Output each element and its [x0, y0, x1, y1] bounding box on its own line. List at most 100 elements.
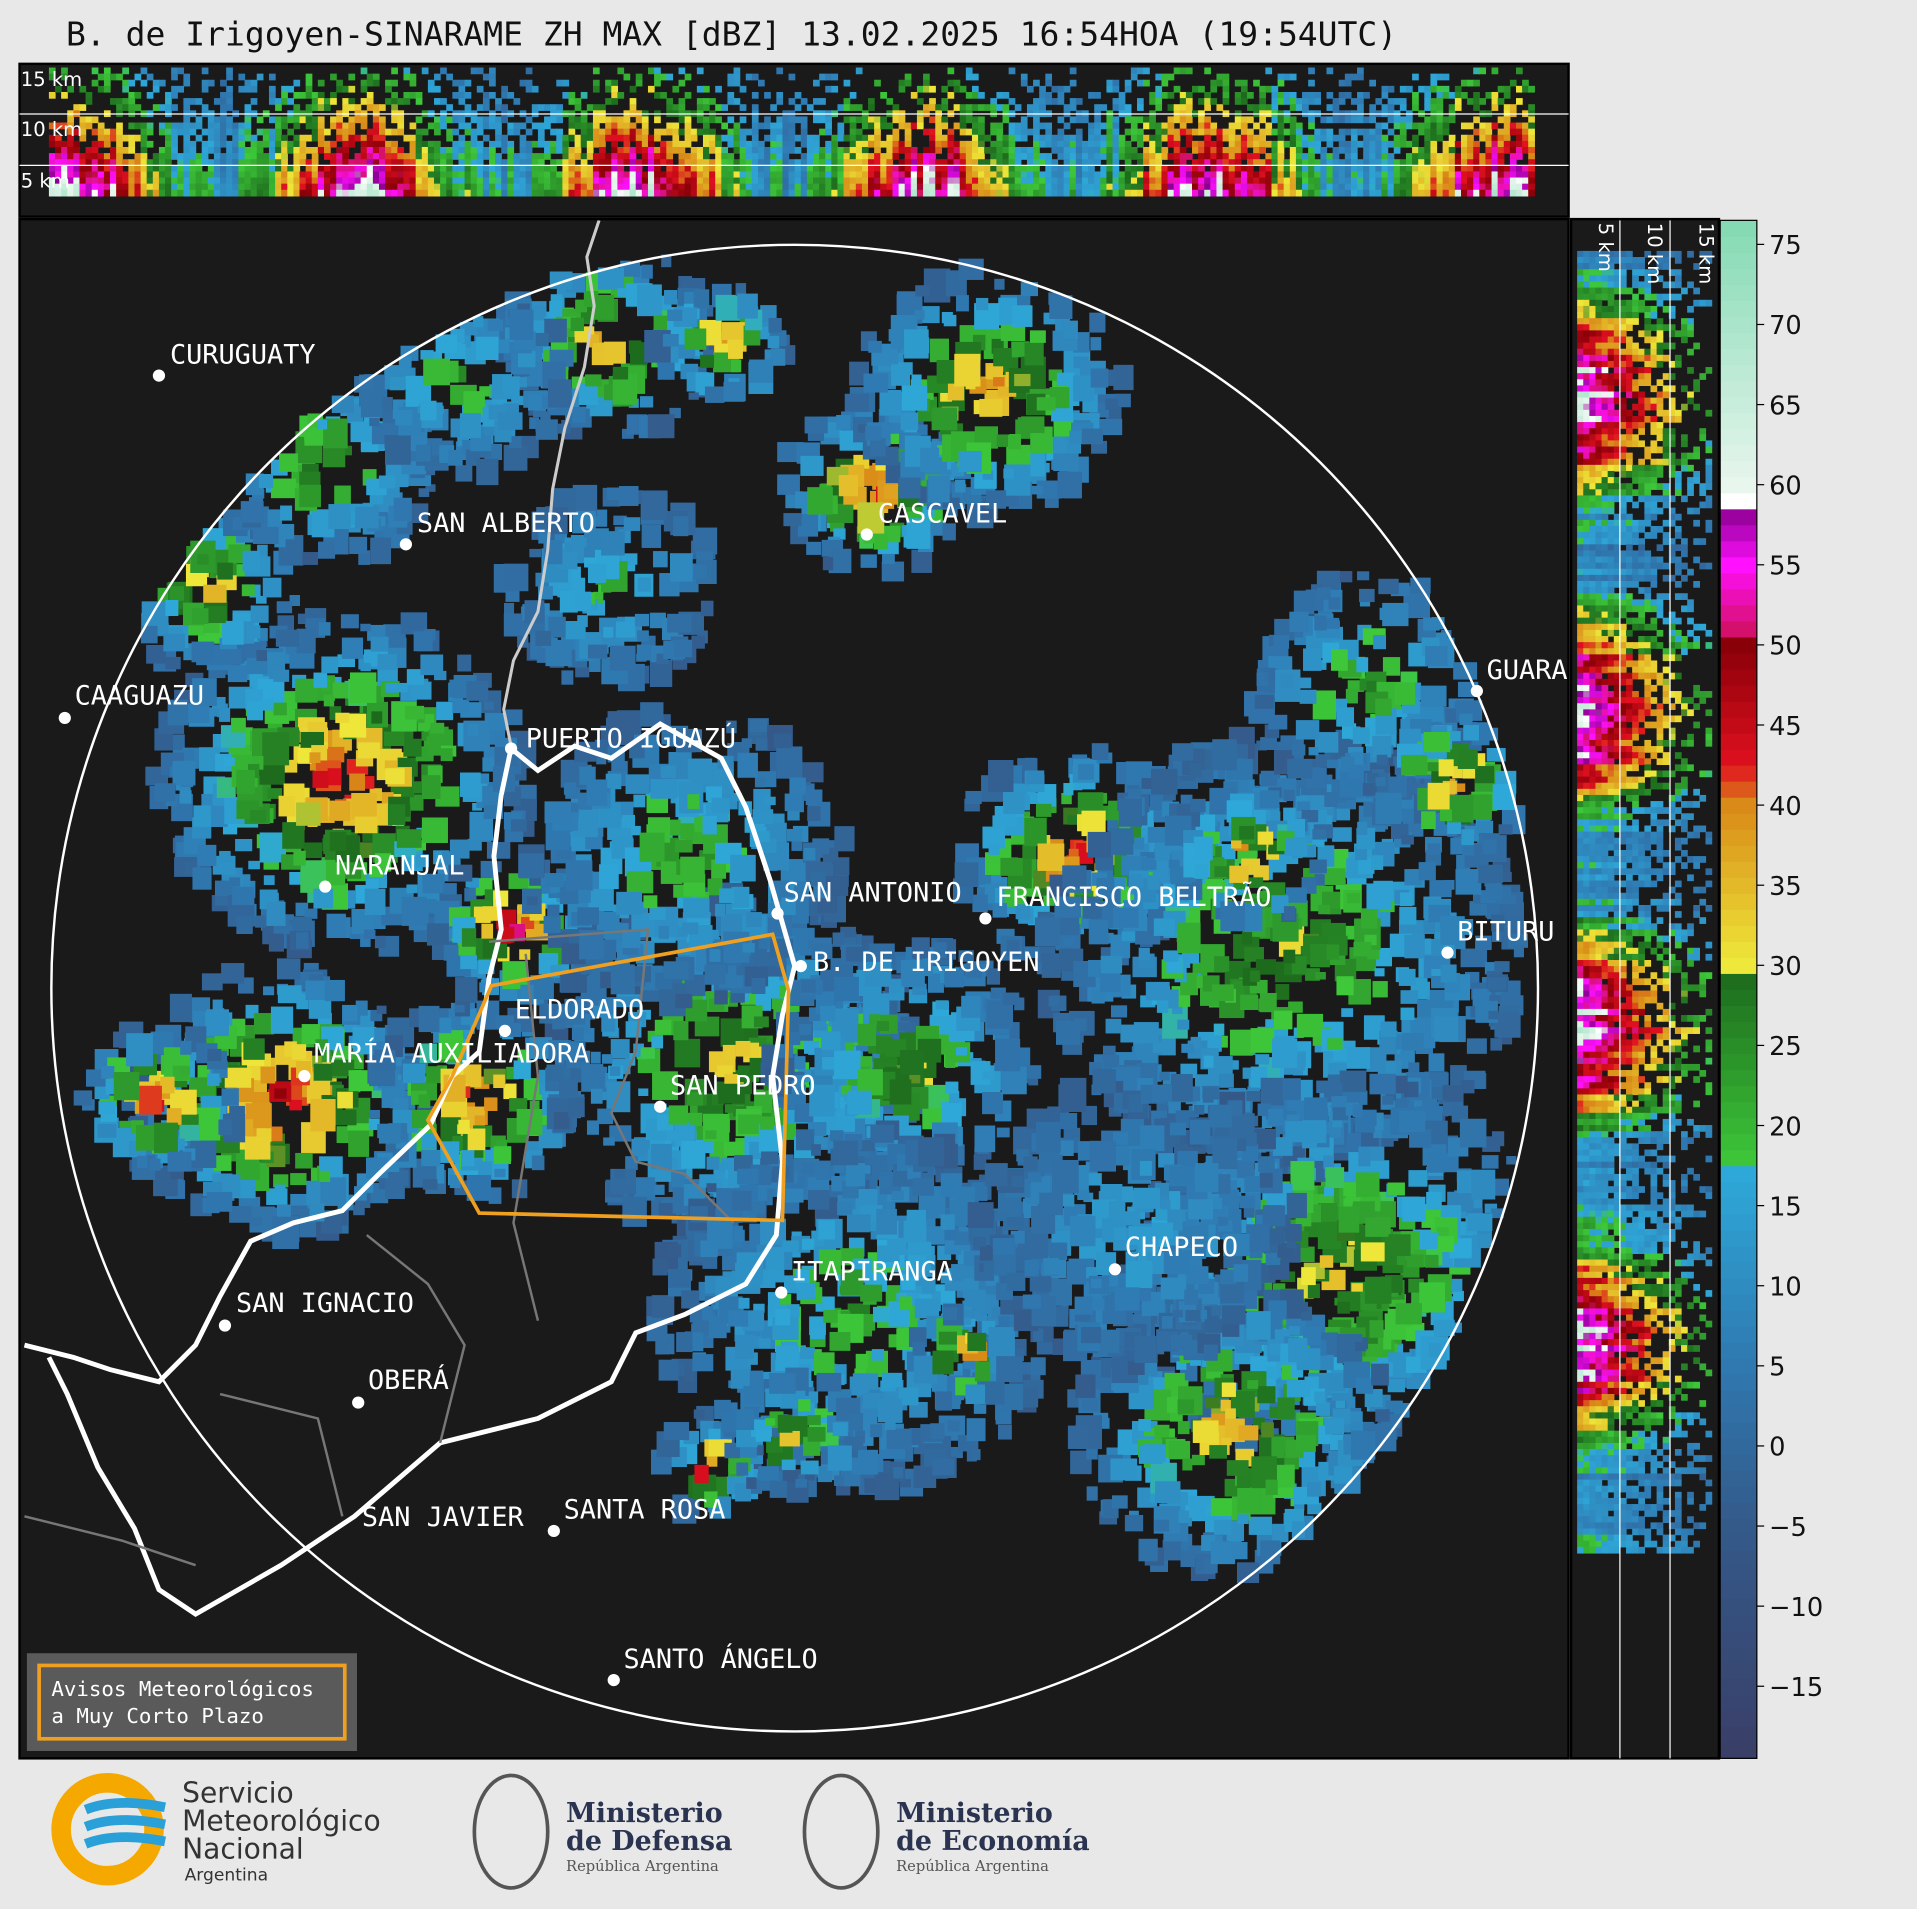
- echo: [1583, 721, 1590, 729]
- echo: [910, 165, 918, 173]
- echo: [1644, 672, 1652, 680]
- echo: [745, 146, 753, 154]
- echo: [1583, 636, 1590, 643]
- echo: [1607, 831, 1615, 839]
- echo: [788, 98, 796, 105]
- echo: [1595, 837, 1603, 845]
- echo: [923, 153, 930, 160]
- echo: [1607, 562, 1615, 570]
- echo: [61, 140, 68, 148]
- echo: [55, 122, 62, 130]
- echo: [892, 183, 900, 191]
- echo: [1626, 263, 1633, 270]
- echo: [1130, 171, 1138, 179]
- echo: [654, 153, 661, 160]
- echo: [183, 134, 191, 142]
- echo: [1198, 171, 1205, 179]
- echo: [1589, 312, 1597, 319]
- echo: [67, 171, 74, 179]
- echo: [1613, 849, 1621, 857]
- echo: [1583, 281, 1590, 289]
- echo: [1601, 758, 1609, 766]
- echo: [678, 140, 686, 148]
- echo: [378, 159, 386, 166]
- echo: [1167, 165, 1175, 173]
- echo: [1650, 513, 1658, 521]
- echo: [1674, 525, 1682, 533]
- echo: [1577, 483, 1584, 490]
- echo: [1173, 171, 1181, 179]
- echo: [1577, 825, 1584, 833]
- echo: [372, 183, 380, 191]
- echo: [978, 171, 985, 179]
- echo: [1613, 819, 1621, 827]
- echo: [146, 165, 154, 173]
- echo: [935, 122, 942, 130]
- echo: [232, 177, 240, 185]
- echo: [776, 116, 784, 124]
- echo: [1589, 250, 1597, 258]
- echo: [1369, 183, 1377, 191]
- echo: [1436, 122, 1444, 130]
- echo: [916, 189, 924, 197]
- echo: [654, 159, 661, 166]
- echo: [116, 73, 123, 81]
- echo: [116, 177, 123, 185]
- echo: [947, 140, 955, 148]
- echo: [1234, 91, 1242, 99]
- echo: [134, 104, 142, 111]
- echo: [1583, 868, 1590, 876]
- echo: [1136, 98, 1144, 105]
- echo: [1644, 788, 1652, 796]
- echo: [177, 165, 184, 173]
- echo: [1619, 519, 1627, 527]
- echo: [837, 134, 845, 142]
- echo: [48, 140, 56, 148]
- echo: [1002, 104, 1010, 111]
- echo: [464, 104, 472, 111]
- echo: [996, 91, 1004, 99]
- echo: [1308, 146, 1315, 154]
- echo: [849, 177, 857, 185]
- echo: [788, 165, 796, 173]
- echo: [1626, 428, 1633, 435]
- echo: [684, 189, 692, 197]
- echo: [336, 134, 343, 142]
- echo: [1681, 330, 1688, 338]
- echo: [1601, 678, 1609, 686]
- echo: [1479, 177, 1487, 185]
- echo: [1632, 715, 1639, 723]
- echo: [1644, 336, 1652, 344]
- echo: [372, 128, 380, 136]
- echo: [177, 171, 184, 179]
- echo: [1124, 189, 1132, 197]
- echo: [91, 128, 99, 136]
- echo: [1662, 849, 1670, 857]
- echo: [1650, 837, 1658, 845]
- echo: [1405, 171, 1413, 179]
- echo: [1644, 281, 1652, 289]
- echo: [1033, 171, 1040, 179]
- echo: [1100, 189, 1108, 197]
- echo: [513, 171, 521, 179]
- echo: [874, 177, 881, 185]
- echo: [800, 183, 808, 191]
- echo: [1008, 189, 1016, 197]
- echo: [1601, 874, 1609, 882]
- echo: [1020, 171, 1028, 179]
- echo: [1662, 483, 1670, 490]
- echo: [250, 146, 258, 154]
- echo: [1454, 104, 1462, 111]
- echo: [1057, 165, 1065, 173]
- echo: [1613, 312, 1621, 319]
- echo: [1405, 140, 1413, 148]
- echo: [947, 146, 955, 154]
- echo: [1026, 189, 1034, 197]
- echo: [1693, 446, 1700, 454]
- echo: [226, 189, 233, 197]
- echo: [195, 134, 203, 142]
- echo: [397, 146, 405, 154]
- echo: [1112, 165, 1120, 173]
- echo: [1100, 171, 1108, 179]
- echo: [1650, 293, 1658, 301]
